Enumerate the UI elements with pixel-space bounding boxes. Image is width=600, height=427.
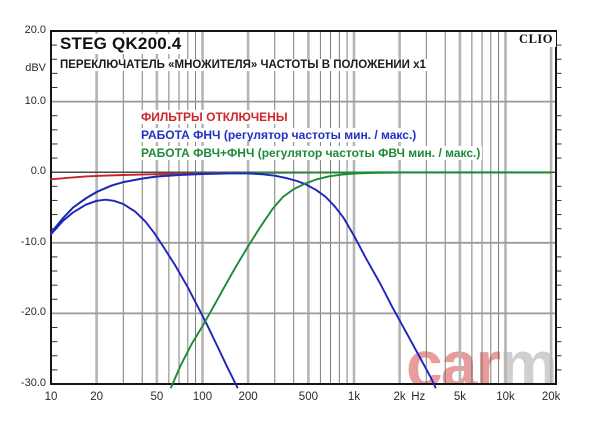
clio-brand-label: CLIO — [516, 32, 556, 47]
x-tick-label: 5k — [453, 391, 466, 403]
watermark-part1: car — [406, 331, 501, 385]
y-axis-unit-label: dBV — [25, 62, 46, 74]
y-tick-label: -30.0 — [20, 377, 46, 389]
x-tick-label: 2k — [393, 391, 406, 403]
legend-item: РАБОТА ФВЧ+ФНЧ (регулятор частоты ФВЧ ми… — [139, 146, 483, 160]
x-axis-unit-label: Hz — [411, 391, 426, 403]
page-title: STEG QK200.4 — [57, 34, 185, 54]
x-tick-label: 50 — [150, 391, 164, 403]
y-tick-label: 0.0 — [30, 165, 46, 178]
legend-item: ФИЛЬТРЫ ОТКЛЮЧЕНЫ — [139, 110, 290, 124]
x-tick-label: 500 — [298, 391, 318, 403]
legend-item: РАБОТА ФНЧ (регулятор частоты мин. / мак… — [139, 128, 419, 142]
watermark-part2: mus — [499, 331, 556, 385]
curve-filters_off — [50, 171, 553, 181]
x-tick-label: 20k — [541, 391, 561, 403]
x-tick-label: 10k — [496, 391, 515, 403]
curve-hpf_plus_lpf_max — [170, 171, 553, 389]
curve-lpf_max — [50, 172, 437, 389]
y-tick-label: 20.0 — [24, 24, 46, 36]
frequency-response-plot — [50, 30, 562, 389]
y-tick-label: 10.0 — [24, 94, 46, 107]
x-tick-label: 20 — [90, 391, 103, 403]
x-tick-label: 1k — [347, 391, 361, 403]
curve-lpf_min — [50, 198, 239, 389]
watermark: carmus — [406, 331, 556, 385]
y-tick-label: -20.0 — [20, 306, 46, 319]
page-subtitle: ПЕРЕКЛЮЧАТЕЛЬ «МНОЖИТЕЛЯ» ЧАСТОТЫ В ПОЛО… — [57, 59, 429, 71]
x-tick-label: 100 — [192, 391, 213, 403]
x-tick-label: 200 — [238, 391, 258, 403]
y-tick-label: -10.0 — [20, 235, 46, 248]
x-tick-label: 10 — [44, 391, 58, 403]
